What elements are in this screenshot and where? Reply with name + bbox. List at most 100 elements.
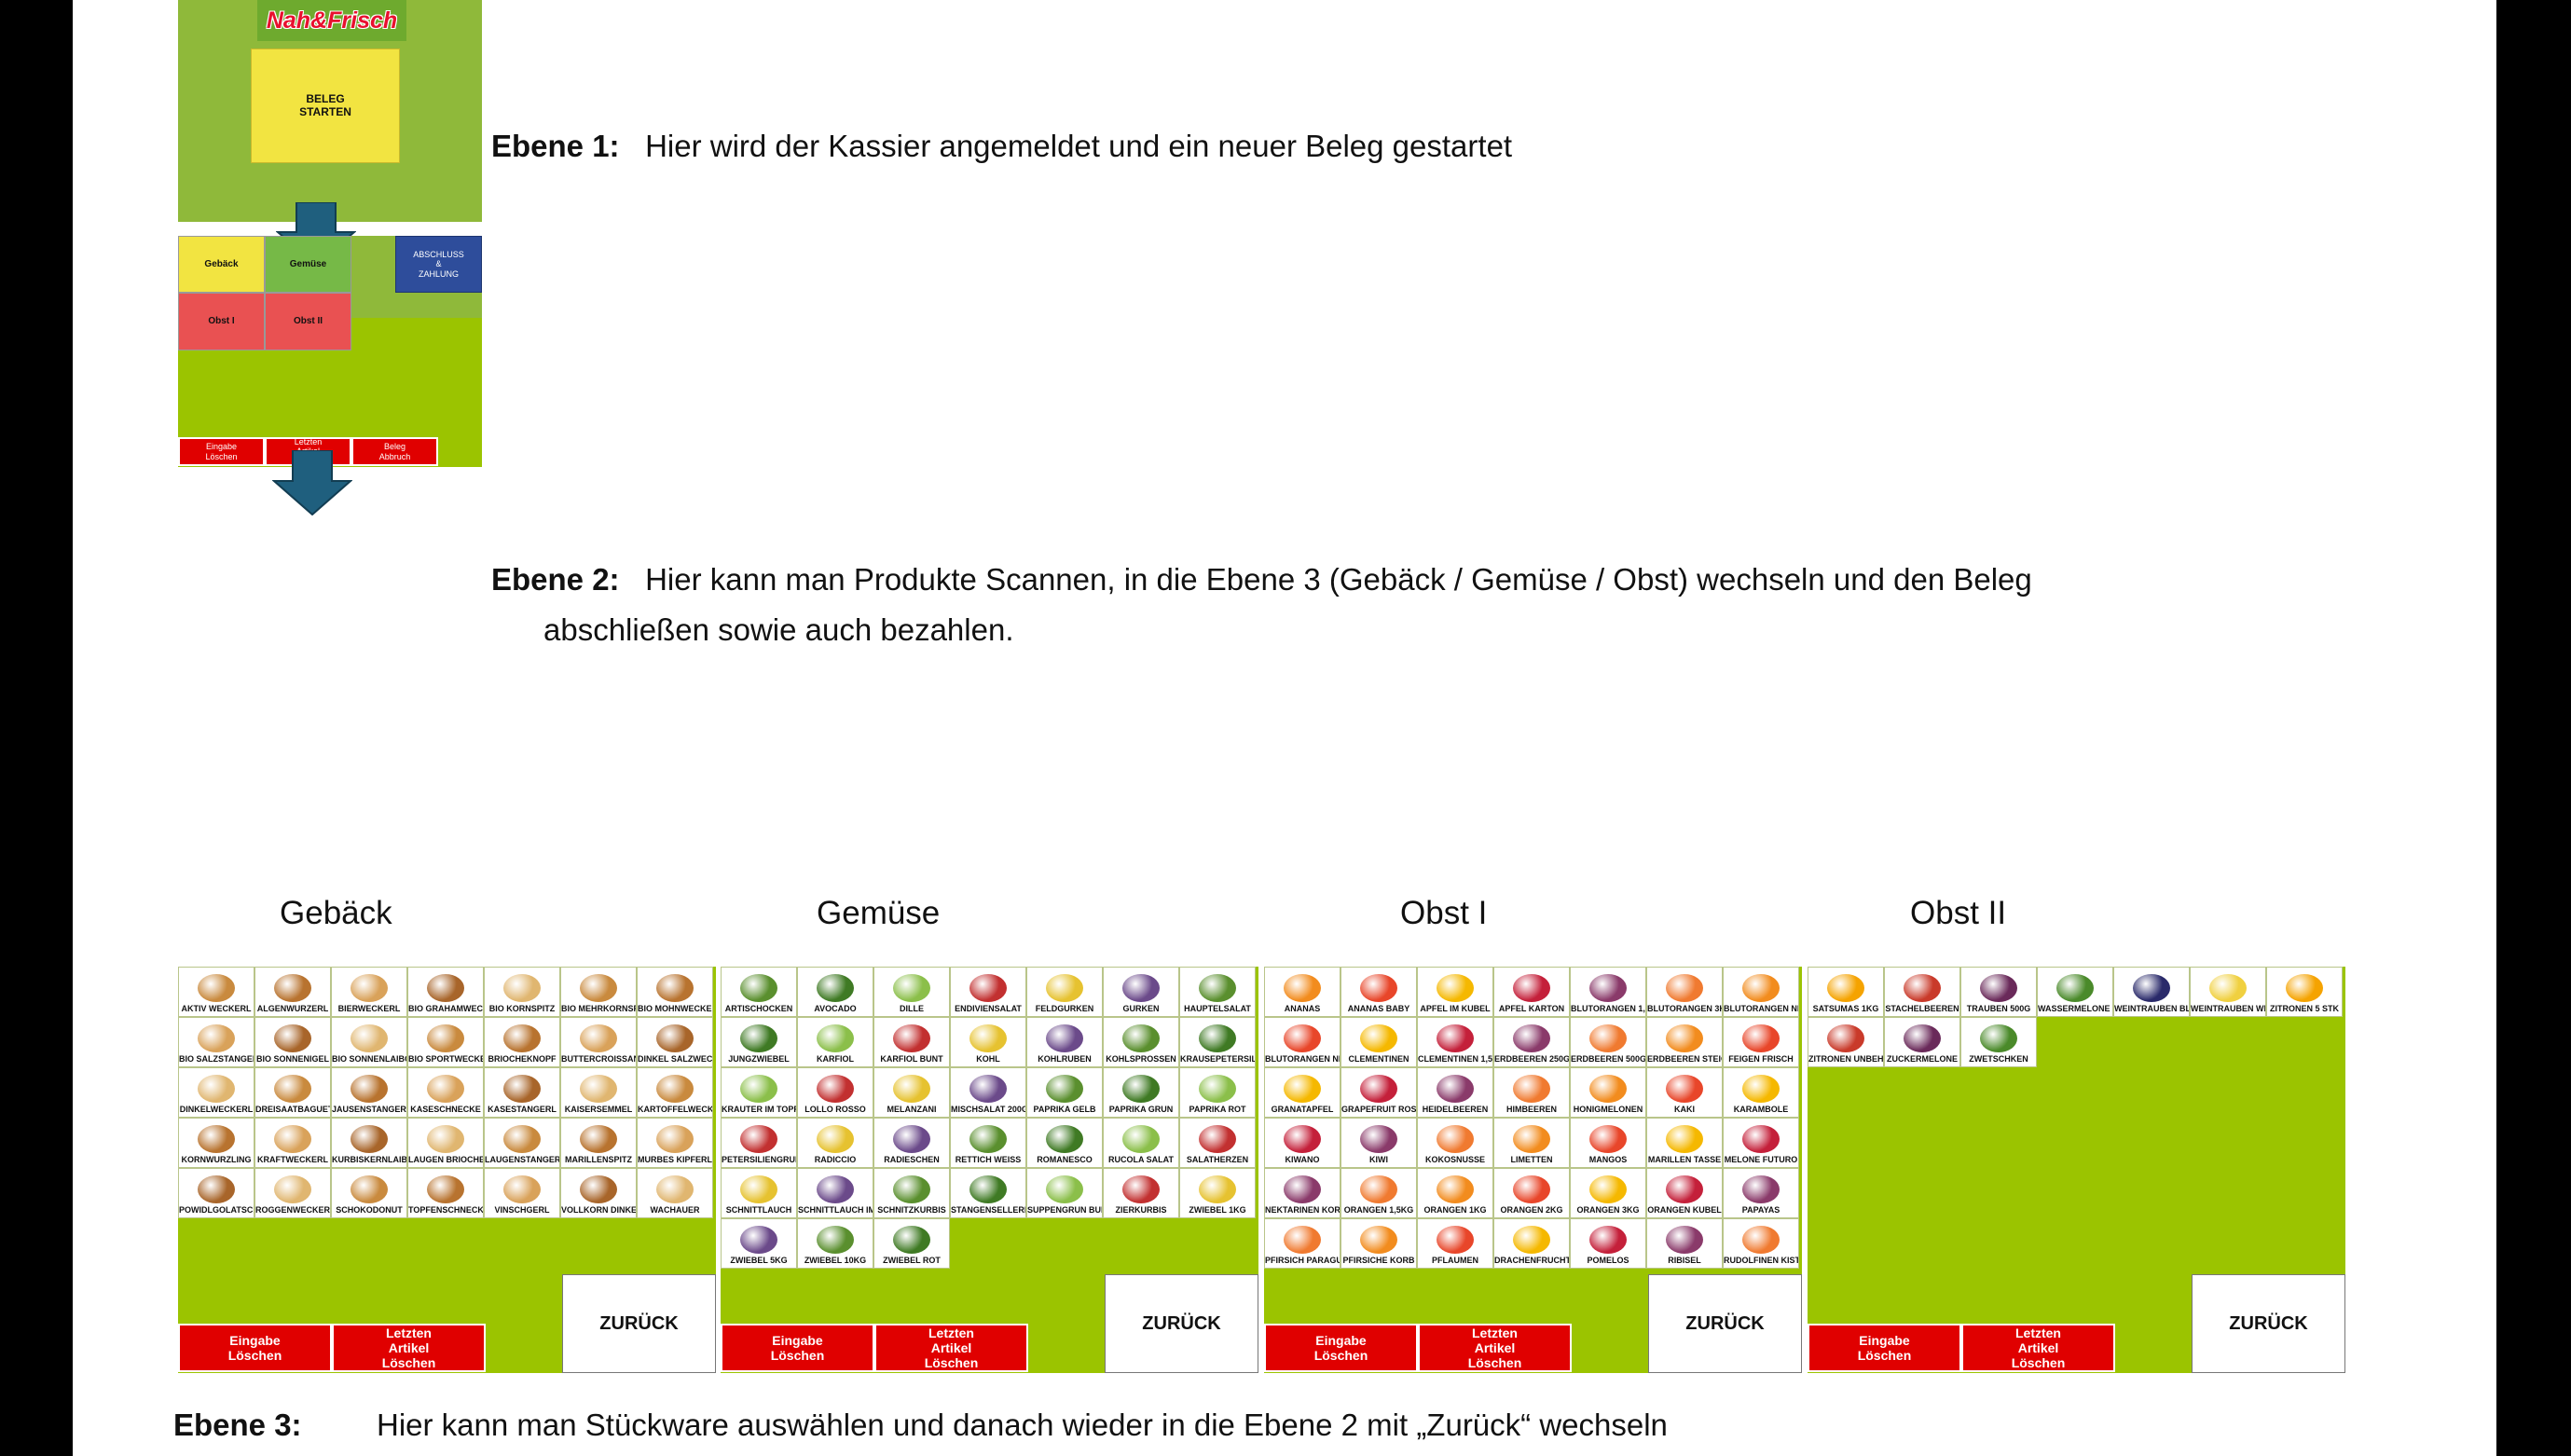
- product-tile[interactable]: MARILLENSPITZ: [560, 1118, 637, 1168]
- product-tile[interactable]: DRACHENFRUCHT: [1493, 1218, 1570, 1269]
- zurueck-button[interactable]: ZURÜCK: [562, 1274, 716, 1373]
- product-tile[interactable]: KÜRBISKERNLAIBCHEN: [331, 1118, 407, 1168]
- product-tile[interactable]: TOPFENSCHNECKERL: [407, 1168, 484, 1218]
- product-tile[interactable]: KRÄUTER IM TOPF: [721, 1067, 797, 1118]
- product-tile[interactable]: ROMANESCO: [1026, 1118, 1103, 1168]
- product-tile[interactable]: LIMETTEN: [1493, 1118, 1570, 1168]
- product-tile[interactable]: BIO MEHRKORNSPITZ: [560, 967, 637, 1017]
- product-tile[interactable]: BIO KORNSPITZ: [484, 967, 560, 1017]
- product-tile[interactable]: DINKEL SALZWECKERL: [637, 1017, 713, 1067]
- product-tile[interactable]: ZWIEBEL 5KG: [721, 1218, 797, 1269]
- product-tile[interactable]: ENDIVIENSALAT: [950, 967, 1026, 1017]
- product-tile[interactable]: KRAUSEPETERSILIE: [1179, 1017, 1256, 1067]
- obst2-button[interactable]: Obst II: [265, 293, 351, 350]
- product-tile[interactable]: APFEL IM KÜBEL: [1417, 967, 1493, 1017]
- product-tile[interactable]: PFIRSICH PARAGUAY: [1264, 1218, 1340, 1269]
- obst1-button[interactable]: Obst I: [178, 293, 265, 350]
- product-tile[interactable]: KÄSESTANGERL: [484, 1067, 560, 1118]
- product-tile[interactable]: SCHNITZKÜRBIS: [873, 1168, 950, 1218]
- letzten-artikel-loeschen-button[interactable]: Letzten Artikel Löschen: [1418, 1324, 1572, 1372]
- product-tile[interactable]: RUDOLFINEN KISTE: [1723, 1218, 1799, 1269]
- product-tile[interactable]: BLUTORANGEN 1,5KG: [1570, 967, 1646, 1017]
- product-tile[interactable]: LOLLO ROSSO: [797, 1067, 873, 1118]
- product-tile[interactable]: SALATHERZEN: [1179, 1118, 1256, 1168]
- product-tile[interactable]: PAPAYAS: [1723, 1168, 1799, 1218]
- product-tile[interactable]: VOLLKORN DINKELLAIBCHEN: [560, 1168, 637, 1218]
- product-tile[interactable]: ORANGEN 1KG: [1417, 1168, 1493, 1218]
- product-tile[interactable]: ZITRONEN UNBEHANDELT: [1808, 1017, 1884, 1067]
- product-tile[interactable]: KOHLRÜBEN: [1026, 1017, 1103, 1067]
- product-tile[interactable]: HIMBEEREN: [1493, 1067, 1570, 1118]
- product-tile[interactable]: ZWIEBEL ROT: [873, 1218, 950, 1269]
- product-tile[interactable]: ERDBEEREN 250G: [1493, 1017, 1570, 1067]
- product-tile[interactable]: RUCOLA SALAT: [1103, 1118, 1179, 1168]
- product-tile[interactable]: ROGGENWECKERL: [254, 1168, 331, 1218]
- eingabe-loeschen-button[interactable]: Eingabe Löschen: [1808, 1324, 1961, 1372]
- product-tile[interactable]: KORNWÜRZLING: [178, 1118, 254, 1168]
- product-tile[interactable]: BLUTORANGEN NETZ 1KG: [1723, 967, 1799, 1017]
- product-tile[interactable]: BIO SONNENIGEL: [254, 1017, 331, 1067]
- product-tile[interactable]: STANGENSELLERIE: [950, 1168, 1026, 1218]
- product-tile[interactable]: MANGOS: [1570, 1118, 1646, 1168]
- product-tile[interactable]: BIO MOHNWECKERL: [637, 967, 713, 1017]
- product-tile[interactable]: NEKTARINEN KORB: [1264, 1168, 1340, 1218]
- product-tile[interactable]: PETERSILIENGRÜN: [721, 1118, 797, 1168]
- product-tile[interactable]: ANANAS BABY: [1340, 967, 1417, 1017]
- product-tile[interactable]: MELANZANI: [873, 1067, 950, 1118]
- product-tile[interactable]: AKTIV WECKERL: [178, 967, 254, 1017]
- product-tile[interactable]: ANANAS: [1264, 967, 1340, 1017]
- product-tile[interactable]: ZWIEBEL 1KG: [1179, 1168, 1256, 1218]
- product-tile[interactable]: ORANGEN 1,5KG: [1340, 1168, 1417, 1218]
- product-tile[interactable]: KAISERSEMMEL: [560, 1067, 637, 1118]
- product-tile[interactable]: KÄSESCHNECKE: [407, 1067, 484, 1118]
- product-tile[interactable]: WASSERMELONE MINI: [2037, 967, 2113, 1017]
- product-tile[interactable]: ERDBEEREN STEIGE: [1646, 1017, 1723, 1067]
- product-tile[interactable]: SCHNITTLAUCH: [721, 1168, 797, 1218]
- product-tile[interactable]: ARTISCHOCKEN: [721, 967, 797, 1017]
- product-tile[interactable]: KARFIOL BUNT: [873, 1017, 950, 1067]
- product-tile[interactable]: ORANGEN KÜBEL: [1646, 1168, 1723, 1218]
- zurueck-button[interactable]: ZURÜCK: [1648, 1274, 1802, 1373]
- product-tile[interactable]: JAUSENSTANGERL: [331, 1067, 407, 1118]
- product-tile[interactable]: HEIDELBEEREN: [1417, 1067, 1493, 1118]
- product-tile[interactable]: PAPRIKA ROT: [1179, 1067, 1256, 1118]
- product-tile[interactable]: LAUGEN BRIOCHEKNOPF: [407, 1118, 484, 1168]
- product-tile[interactable]: ZIERKÜRBIS: [1103, 1168, 1179, 1218]
- product-tile[interactable]: SUPPENGRÜN BUND: [1026, 1168, 1103, 1218]
- product-tile[interactable]: TRAUBEN 500G: [1960, 967, 2037, 1017]
- product-tile[interactable]: FELDGURKEN: [1026, 967, 1103, 1017]
- product-tile[interactable]: ZWETSCHKEN: [1960, 1017, 2037, 1067]
- product-tile[interactable]: RADICCIO: [797, 1118, 873, 1168]
- product-tile[interactable]: BIO GRAHAMWECKERL: [407, 967, 484, 1017]
- product-tile[interactable]: BIO SALZSTANGERL: [178, 1017, 254, 1067]
- product-tile[interactable]: MISCHSALAT 200G: [950, 1067, 1026, 1118]
- product-tile[interactable]: ORANGEN 2KG: [1493, 1168, 1570, 1218]
- product-tile[interactable]: POWIDLGOLATSCHE: [178, 1168, 254, 1218]
- product-tile[interactable]: ZITRONEN 5 STK: [2266, 967, 2343, 1017]
- product-tile[interactable]: KAKI: [1646, 1067, 1723, 1118]
- product-tile[interactable]: ZUCKERMELONE: [1884, 1017, 1960, 1067]
- product-tile[interactable]: MÜRBES KIPFERL: [637, 1118, 713, 1168]
- product-tile[interactable]: ALGENWURZERL: [254, 967, 331, 1017]
- product-tile[interactable]: BLUTORANGEN 3KG: [1646, 967, 1723, 1017]
- product-tile[interactable]: MELONE FUTURO: [1723, 1118, 1799, 1168]
- product-tile[interactable]: DINKELWECKERL: [178, 1067, 254, 1118]
- product-tile[interactable]: STACHELBEEREN: [1884, 967, 1960, 1017]
- product-tile[interactable]: KARTOFFELWECKERL: [637, 1067, 713, 1118]
- product-tile[interactable]: JUNGZWIEBEL: [721, 1017, 797, 1067]
- eingabe-loeschen-button[interactable]: Eingabe Löschen: [178, 1324, 332, 1372]
- letzten-artikel-loeschen-button[interactable]: Letzten Artikel Löschen: [874, 1324, 1028, 1372]
- product-tile[interactable]: DILLE: [873, 967, 950, 1017]
- product-tile[interactable]: HÄUPTELSALAT: [1179, 967, 1256, 1017]
- product-tile[interactable]: BLUTORANGEN NETZ 3KG: [1264, 1017, 1340, 1067]
- product-tile[interactable]: MARILLEN TASSE: [1646, 1118, 1723, 1168]
- eingabe-loeschen-button[interactable]: Eingabe Löschen: [721, 1324, 874, 1372]
- gebaeck-button[interactable]: Gebäck: [178, 236, 265, 293]
- product-tile[interactable]: SATSUMAS 1KG: [1808, 967, 1884, 1017]
- product-tile[interactable]: ERDBEEREN 500G: [1570, 1017, 1646, 1067]
- product-tile[interactable]: KRAFTWECKERL: [254, 1118, 331, 1168]
- beleg-abbruch-button[interactable]: Beleg Abbruch: [351, 437, 438, 466]
- letzten-artikel-loeschen-button[interactable]: Letzten Artikel Löschen: [1961, 1324, 2115, 1372]
- eingabe-loeschen-button[interactable]: Eingabe Löschen: [1264, 1324, 1418, 1372]
- product-tile[interactable]: GRANATAPFEL: [1264, 1067, 1340, 1118]
